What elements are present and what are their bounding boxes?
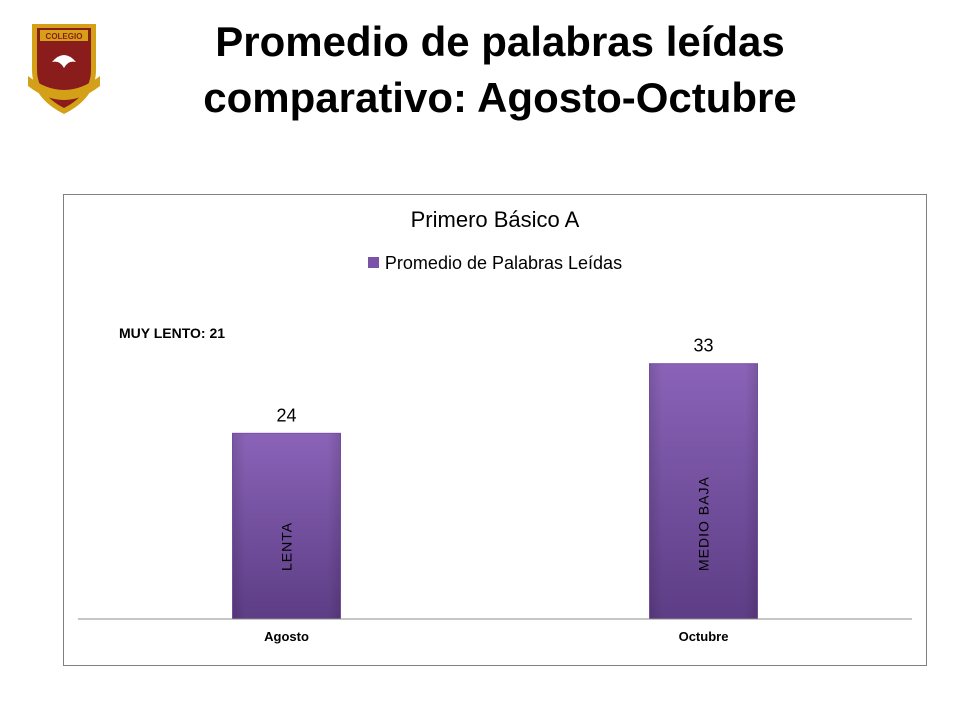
bar-shade-agosto xyxy=(232,433,341,619)
x-tick-label-agosto: Agosto xyxy=(264,629,309,644)
data-label-octubre: 33 xyxy=(693,336,713,356)
bar-shade-octubre xyxy=(649,363,758,619)
data-label-agosto: 24 xyxy=(276,405,296,425)
slide-title-line1: Promedio de palabras leídas xyxy=(215,18,785,65)
chart-frame: Primero Básico A Promedio de Palabras Le… xyxy=(63,194,927,666)
bar-plot-area: 24 Agosto LENTA 33 Octubre MEDIO BAJA xyxy=(78,336,912,644)
chart-title: Primero Básico A xyxy=(410,207,580,232)
logo-top-text: COLEGIO xyxy=(46,32,83,41)
bar-inner-label-octubre: MEDIO BAJA xyxy=(696,476,712,571)
x-tick-label-octubre: Octubre xyxy=(679,629,729,644)
slide-title-line2: comparativo: Agosto-Octubre xyxy=(203,74,797,121)
legend-swatch xyxy=(367,256,379,268)
legend-entry-label: Promedio de Palabras Leídas xyxy=(384,253,623,273)
chart-legend: Promedio de Palabras Leídas xyxy=(64,253,926,274)
bar-inner-label-agosto: LENTA xyxy=(279,522,295,571)
chart-annotation: MUY LENTO: 21 xyxy=(119,325,226,341)
slide-title: Promedio de palabras leídas comparativo:… xyxy=(130,14,870,126)
school-crest-logo: COLEGIO xyxy=(28,24,100,114)
